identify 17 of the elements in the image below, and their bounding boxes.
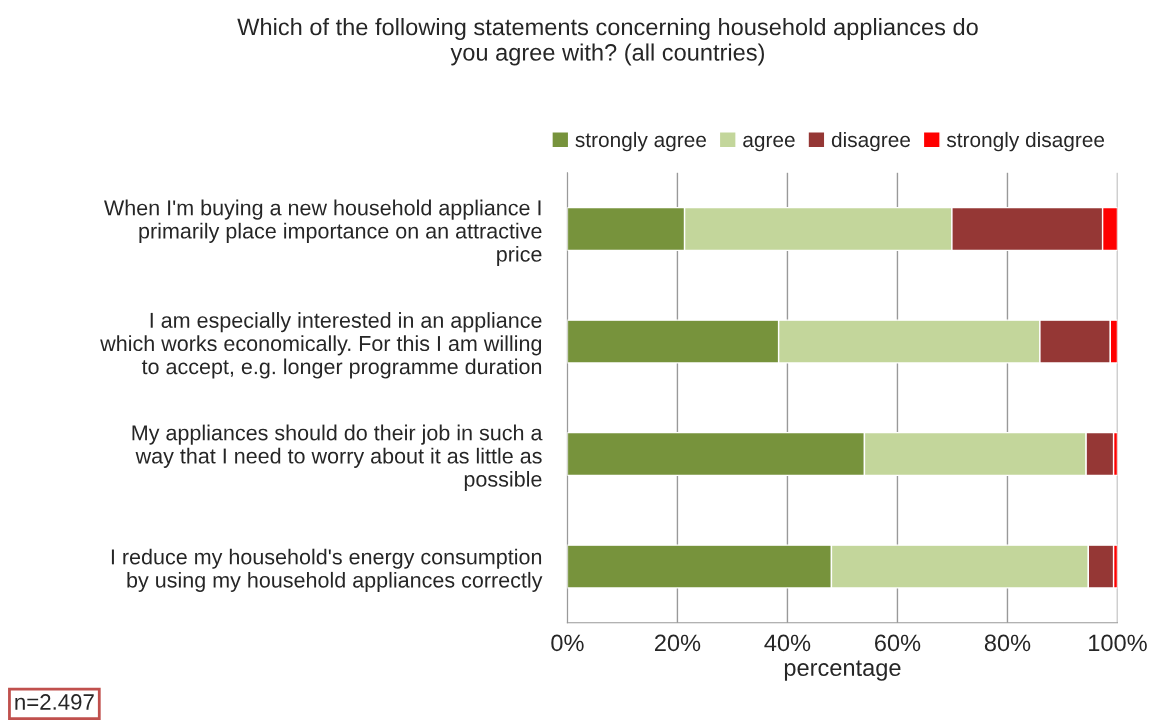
y-tick-label: I reduce my household's energy consumption by using my household appliances correctly — [111, 548, 543, 592]
legend-label: disagree — [831, 131, 910, 152]
y-tick-label: My appliances should do their job in such a way that I need to worry about it as little as possible — [132, 424, 543, 492]
x-axis-title: percentage — [784, 660, 901, 681]
x-tick-label: 60% — [875, 634, 921, 652]
x-tick-label: 0% — [551, 634, 584, 652]
x-tick-label: 40% — [764, 634, 811, 652]
text: n=2.497 — [15, 694, 94, 710]
x-tick-label: 20% — [654, 634, 701, 652]
legend-label: agree — [743, 135, 795, 152]
x-tick-label: 100% — [1089, 634, 1147, 652]
y-tick-label: When I'm buying a new household appliance I primarily place importance on an attractive price — [104, 199, 542, 267]
legend-label: strongly disagree — [946, 131, 1105, 152]
legend-label: strongly agree — [575, 131, 706, 152]
y-tick-label: I am especially interested in an appliance which works economically. For this I am willing to accept, e.g. longer programme duration — [100, 312, 542, 379]
x-tick-label: 80% — [984, 634, 1031, 652]
chart-title: Which of the following statements concerning household appliances do you agree with? (all countries) — [237, 18, 978, 66]
